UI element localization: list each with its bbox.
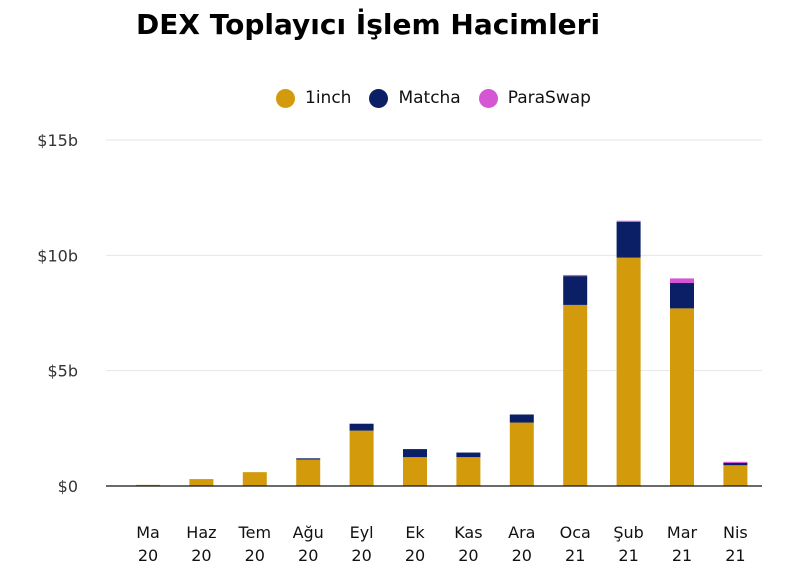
x-tick-label-month: Nis [723,523,748,542]
legend-item-matcha: Matcha [369,88,461,108]
x-tick-label-year: 20 [512,546,532,565]
x-tick-label-month: Şub [613,523,643,542]
x-tick-label-month: Mar [667,523,698,542]
legend: 1inch Matcha ParaSwap [276,88,609,108]
x-tick-label-year: 20 [191,546,211,565]
x-tick-label-year: 20 [351,546,371,565]
x-tick-label-month: Eyl [350,523,374,542]
bar-1inch-2 [242,472,267,486]
x-tick-label-month: Ara [508,523,535,542]
legend-item-1inch: 1inch [276,88,351,108]
chart-title: DEX Toplayıcı İşlem Hacimleri [136,8,601,41]
bar-1inch-1 [189,479,214,486]
bar-matcha-9 [616,221,641,258]
legend-label: Matcha [398,88,461,108]
y-tick-label: $10b [37,246,78,265]
x-tick-label-month: Ağu [293,523,324,542]
bar-matcha-4 [349,423,374,431]
bar-matcha-5 [403,449,427,458]
bar-matcha-11 [723,462,748,466]
bar-1inch-9 [616,257,641,486]
legend-swatch [478,88,498,108]
bar-matcha-8 [563,276,588,305]
legend-item-paraswap: ParaSwap [478,88,591,108]
x-tick-label-year: 21 [565,546,585,565]
legend-label: 1inch [305,88,352,108]
x-tick-label-year: 20 [245,546,265,565]
bar-1inch-4 [349,430,374,486]
bar-paraswap-10 [670,278,694,284]
bar-1inch-7 [509,422,534,486]
legend-swatch [276,88,295,108]
bar-1inch-5 [403,457,427,486]
x-tick-label-month: Oca [560,523,591,542]
x-tick-label-year: 20 [298,546,318,565]
x-tick-label-month: Ma [136,523,160,542]
x-tick-label-year: 20 [458,546,478,565]
bar-paraswap-9 [616,220,641,222]
y-tick-label: $15b [37,131,78,150]
x-tick-label-year: 20 [138,546,158,565]
y-tick-label: $0 [58,477,78,496]
bar-1inch-10 [670,308,694,486]
bar-matcha-3 [296,458,321,460]
legend-swatch [369,88,389,108]
x-tick-label-month: Ek [405,523,425,542]
x-tick-label-month: Tem [238,523,271,542]
x-tick-label-year: 21 [618,546,638,565]
x-tick-label-year: 21 [672,546,692,565]
bar-paraswap-11 [723,461,748,463]
x-tick-label-month: Kas [454,523,482,542]
bar-1inch-11 [723,465,748,486]
bar-1inch-6 [456,457,481,486]
bar-matcha-10 [670,283,694,309]
x-tick-label-year: 20 [405,546,425,565]
bar-1inch-8 [563,304,588,486]
y-tick-label: $5b [47,362,78,381]
x-tick-label-year: 21 [725,546,745,565]
bar-1inch-3 [296,459,321,486]
x-tick-label-month: Haz [186,523,216,542]
bar-paraswap-8 [563,274,588,277]
legend-label: ParaSwap [507,88,591,108]
bar-matcha-6 [456,452,481,458]
bar-matcha-7 [509,414,534,423]
